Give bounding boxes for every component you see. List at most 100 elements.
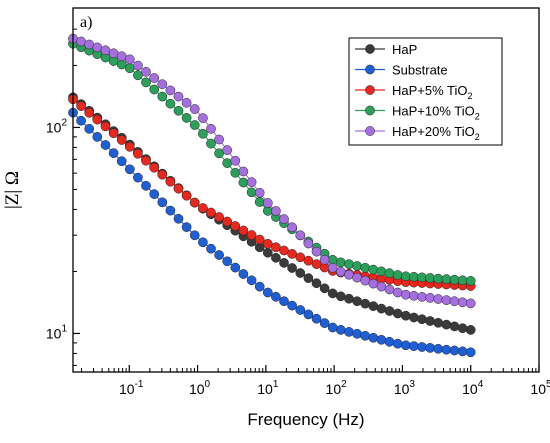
data-point (319, 283, 330, 294)
data-point (433, 273, 444, 284)
data-point (327, 288, 338, 299)
data-point (214, 212, 224, 222)
legend-marker (365, 64, 375, 75)
data-point (246, 177, 257, 187)
x-axis-label: Frequency (Hz) (247, 410, 364, 429)
data-point (262, 198, 273, 208)
data-point (287, 249, 297, 259)
data-point (230, 262, 241, 273)
data-point (116, 135, 127, 145)
legend-marker (365, 85, 375, 95)
data-point (279, 258, 289, 268)
data-point (465, 325, 476, 335)
data-point (303, 273, 314, 283)
legend-label: HaP+20% TiO2 (392, 124, 480, 142)
data-point (425, 316, 435, 326)
data-point (124, 54, 135, 65)
data-point (92, 114, 103, 125)
data-point (344, 327, 354, 337)
data-point (352, 296, 362, 307)
data-point (425, 293, 435, 303)
data-point (181, 113, 192, 123)
data-point (230, 167, 241, 178)
data-point (181, 97, 192, 108)
tick-label: 101 (46, 323, 68, 341)
data-point (230, 155, 241, 166)
data-point (449, 274, 460, 285)
data-point (376, 281, 387, 292)
data-point (254, 281, 265, 292)
data-point (287, 222, 297, 233)
data-point (279, 214, 289, 224)
data-point (287, 300, 297, 311)
data-point (400, 289, 411, 300)
data-point (311, 313, 322, 324)
data-point (254, 187, 265, 198)
data-point (108, 148, 119, 158)
legend-marker (365, 105, 375, 116)
data-point (189, 197, 200, 208)
data-point (409, 341, 419, 351)
data-point (441, 274, 452, 284)
data-point (238, 166, 249, 177)
tick-label: 104 (462, 379, 484, 397)
data-point (449, 296, 460, 307)
data-point (198, 203, 208, 213)
data-point (149, 189, 160, 199)
data-point (441, 319, 452, 330)
data-point (465, 298, 476, 309)
data-point (157, 91, 168, 102)
data-point (157, 79, 168, 90)
data-point (417, 292, 427, 302)
data-point (238, 225, 249, 236)
data-point (173, 183, 184, 194)
tick-label: 105 (530, 379, 550, 397)
panel-label: a) (80, 14, 92, 31)
data-point (206, 207, 216, 218)
data-point (100, 140, 111, 150)
data-point (157, 169, 168, 180)
data-point (108, 128, 119, 139)
data-point (368, 301, 379, 311)
data-point (425, 343, 435, 353)
data-point (84, 107, 95, 118)
data-point (384, 306, 395, 316)
data-point (198, 237, 208, 248)
data-point (149, 84, 160, 95)
data-point (384, 336, 395, 347)
data-point (311, 259, 322, 269)
legend-entry: HaP+20% TiO2 (355, 124, 480, 142)
tick-label: 10-1 (119, 379, 144, 397)
data-point (157, 197, 168, 208)
data-point (392, 287, 403, 298)
data-point (400, 340, 411, 351)
tick-label: 103 (394, 379, 416, 397)
data-point (173, 105, 184, 116)
data-point (262, 247, 273, 258)
data-point (319, 254, 330, 265)
data-point (303, 309, 314, 320)
data-point (206, 243, 216, 254)
legend-entry: Substrate (355, 63, 448, 78)
data-point (214, 250, 224, 260)
legend-label: HaP (392, 42, 417, 57)
data-point (392, 308, 403, 319)
data-point (344, 269, 354, 280)
data-point (335, 266, 346, 277)
data-point (214, 148, 224, 159)
data-point (246, 230, 257, 240)
tick-label: 102 (326, 379, 348, 397)
data-point (116, 59, 127, 70)
data-point (409, 271, 419, 282)
legend-entry: HaP (355, 42, 417, 57)
data-point (173, 213, 184, 224)
data-point (124, 63, 135, 74)
tick-label: 100 (189, 379, 211, 397)
data-point (92, 132, 103, 142)
data-point (295, 230, 306, 241)
data-point (116, 156, 127, 167)
data-point (165, 205, 176, 216)
data-point (360, 275, 371, 286)
data-point (173, 91, 184, 102)
